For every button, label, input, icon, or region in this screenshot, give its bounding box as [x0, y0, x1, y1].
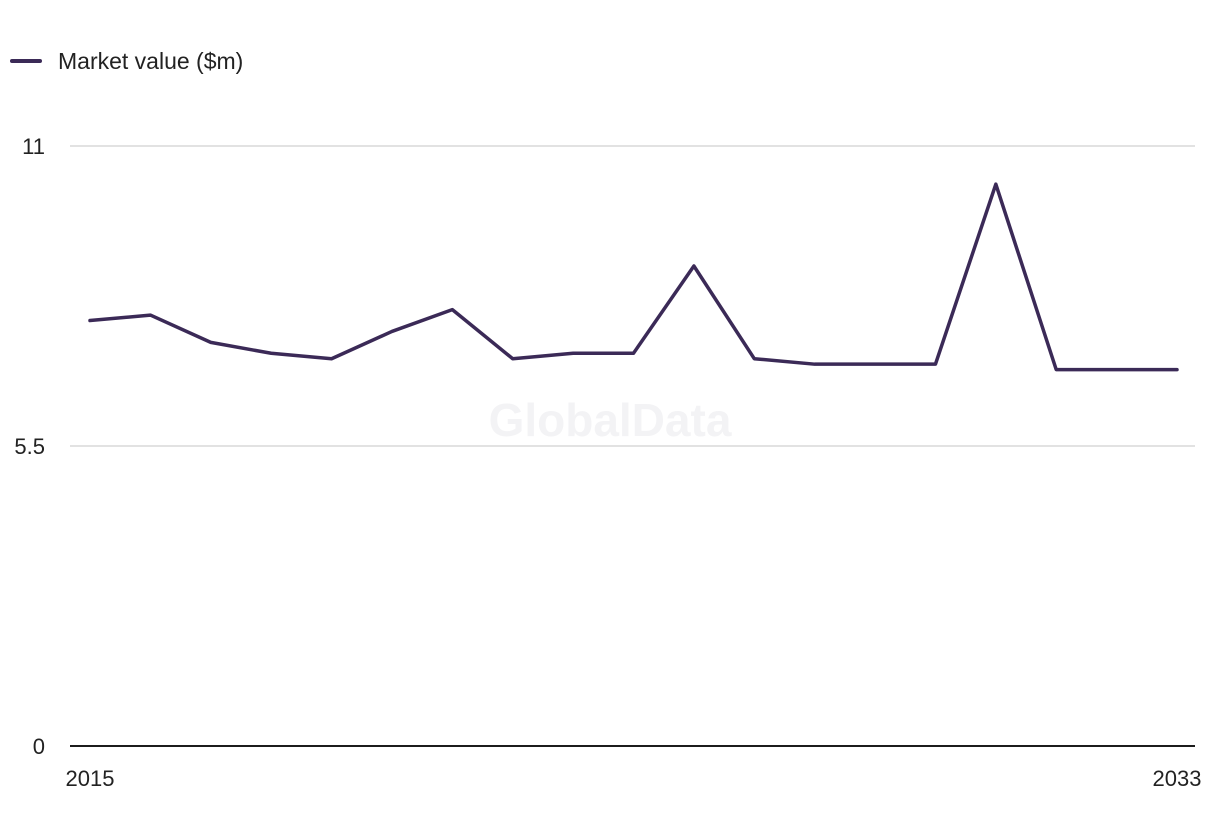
- x-tick-label: 2033: [1153, 766, 1202, 791]
- y-axis: 0 5.5 11: [14, 134, 45, 759]
- y-tick-label: 5.5: [14, 434, 45, 459]
- y-tick-label: 11: [22, 134, 45, 159]
- legend-label: Market value ($m): [58, 47, 244, 74]
- series-line: [88, 182, 1179, 372]
- legend-swatch: [10, 59, 42, 63]
- legend: Market value ($m): [10, 46, 243, 76]
- y-tick-label: 0: [33, 734, 45, 759]
- series: [88, 182, 1179, 372]
- gridlines: [70, 145, 1195, 747]
- watermark: GlobalData: [489, 394, 732, 446]
- x-axis: 2015 2033: [66, 766, 1202, 791]
- x-tick-label: 2015: [66, 766, 115, 791]
